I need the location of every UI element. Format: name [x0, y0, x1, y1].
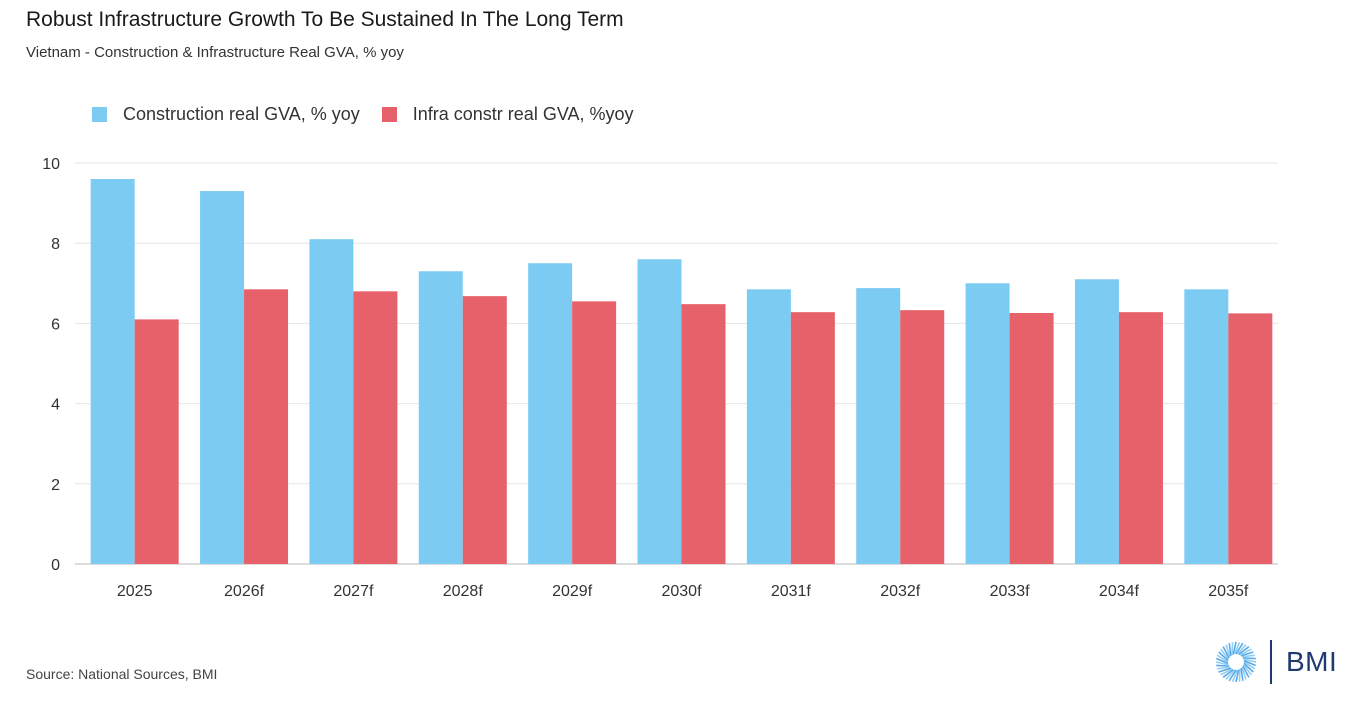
- logo-ray: [1243, 661, 1256, 670]
- logo-ray: [1220, 668, 1233, 676]
- legend-label-construction: Construction real GVA, % yoy: [123, 104, 360, 124]
- bar-infra: [462, 296, 507, 564]
- x-tick-label: 2031f: [771, 583, 812, 600]
- logo-ray: [1235, 642, 1244, 655]
- logo-ray: [1228, 643, 1232, 656]
- bar-construction: [1074, 279, 1119, 564]
- legend-item-construction[interactable]: Construction real GVA, % yoy: [92, 104, 360, 125]
- bar-construction: [1184, 289, 1229, 564]
- y-tick-label: 8: [51, 236, 60, 253]
- logo-ray: [1236, 644, 1247, 655]
- bar-construction: [637, 259, 682, 564]
- bar-infra: [572, 301, 617, 564]
- logo-ray: [1218, 651, 1229, 662]
- logo-ray: [1216, 664, 1230, 667]
- logo-ray: [1225, 644, 1231, 658]
- x-tick-label: 2027f: [333, 583, 374, 600]
- bar-construction: [200, 191, 245, 564]
- y-tick-label: 6: [51, 316, 60, 333]
- bar-infra: [1228, 313, 1273, 564]
- logo-ray: [1243, 662, 1254, 673]
- chart-subtitle: Vietnam - Construction & Infrastructure …: [26, 44, 404, 61]
- bar-construction: [309, 239, 354, 564]
- legend-item-infra[interactable]: Infra constr real GVA, %yoy: [381, 104, 634, 125]
- logo-ray: [1225, 669, 1236, 680]
- bar-infra: [353, 291, 398, 564]
- y-tick-label: 4: [51, 397, 60, 414]
- logo-ray: [1220, 648, 1230, 660]
- x-tick-label: 2025: [117, 583, 153, 600]
- logo-ray: [1238, 646, 1250, 656]
- logo-ray: [1243, 659, 1256, 667]
- x-tick-label: 2030f: [661, 583, 702, 600]
- bar-infra: [1009, 312, 1054, 564]
- logo-ray: [1233, 642, 1241, 655]
- bar-infra: [790, 312, 835, 564]
- logo-ray: [1240, 668, 1244, 681]
- bar-infra: [1118, 312, 1163, 564]
- logo-ray: [1228, 669, 1237, 682]
- x-tick-label: 2029f: [552, 583, 593, 600]
- bmi-logo: BMI: [1214, 640, 1337, 684]
- bar-construction: [856, 288, 901, 564]
- logo-divider: [1270, 640, 1272, 684]
- legend-swatch-infra: [381, 107, 397, 122]
- logo-ray: [1242, 657, 1256, 660]
- logo-ray: [1222, 668, 1234, 678]
- source-note: Source: National Sources, BMI: [26, 666, 218, 682]
- logo-ray: [1241, 666, 1247, 680]
- logo-ray: [1243, 658, 1257, 663]
- bar-construction: [418, 271, 463, 564]
- legend: Construction real GVA, % yoy Infra const…: [92, 104, 656, 125]
- logo-ray: [1242, 665, 1250, 678]
- logo-ray: [1232, 641, 1237, 655]
- x-tick-label: 2034f: [1099, 583, 1140, 600]
- y-tick-label: 10: [42, 156, 60, 173]
- logo-text: BMI: [1286, 646, 1338, 677]
- bar-infra: [681, 304, 726, 564]
- bar-construction: [90, 179, 135, 565]
- logo-ray: [1215, 661, 1229, 666]
- logo-ray: [1231, 642, 1234, 656]
- bar-infra: [900, 310, 945, 564]
- logo-ray: [1240, 651, 1254, 657]
- logo-ray: [1231, 669, 1239, 682]
- logo-ray: [1217, 666, 1230, 670]
- bar-construction: [528, 263, 573, 564]
- logo-ray: [1222, 646, 1230, 659]
- bar-construction: [965, 283, 1010, 564]
- logo-ray: [1242, 654, 1255, 658]
- x-tick-label: 2028f: [443, 583, 484, 600]
- x-tick-label: 2026f: [224, 583, 265, 600]
- y-tick-label: 0: [51, 557, 60, 574]
- x-tick-label: 2032f: [880, 583, 921, 600]
- bmi-sunburst-logo-icon: [1215, 641, 1257, 683]
- logo-ray: [1235, 669, 1240, 683]
- y-tick-label: 2: [51, 477, 60, 494]
- logo-ray: [1242, 664, 1252, 676]
- x-tick-label: 2033f: [990, 583, 1031, 600]
- bar-infra: [244, 289, 289, 564]
- legend-label-infra: Infra constr real GVA, %yoy: [412, 104, 634, 124]
- logo-ray: [1218, 667, 1232, 673]
- bar-infra: [134, 319, 179, 564]
- bar-construction: [746, 289, 791, 564]
- logo-ray: [1238, 668, 1241, 682]
- x-tick-label: 2035f: [1208, 583, 1249, 600]
- logo-ray: [1216, 654, 1229, 663]
- logo-ray: [1239, 648, 1252, 656]
- chart-title: Robust Infrastructure Growth To Be Susta…: [26, 8, 624, 31]
- legend-swatch-construction: [92, 107, 107, 122]
- logo-ray: [1216, 657, 1229, 665]
